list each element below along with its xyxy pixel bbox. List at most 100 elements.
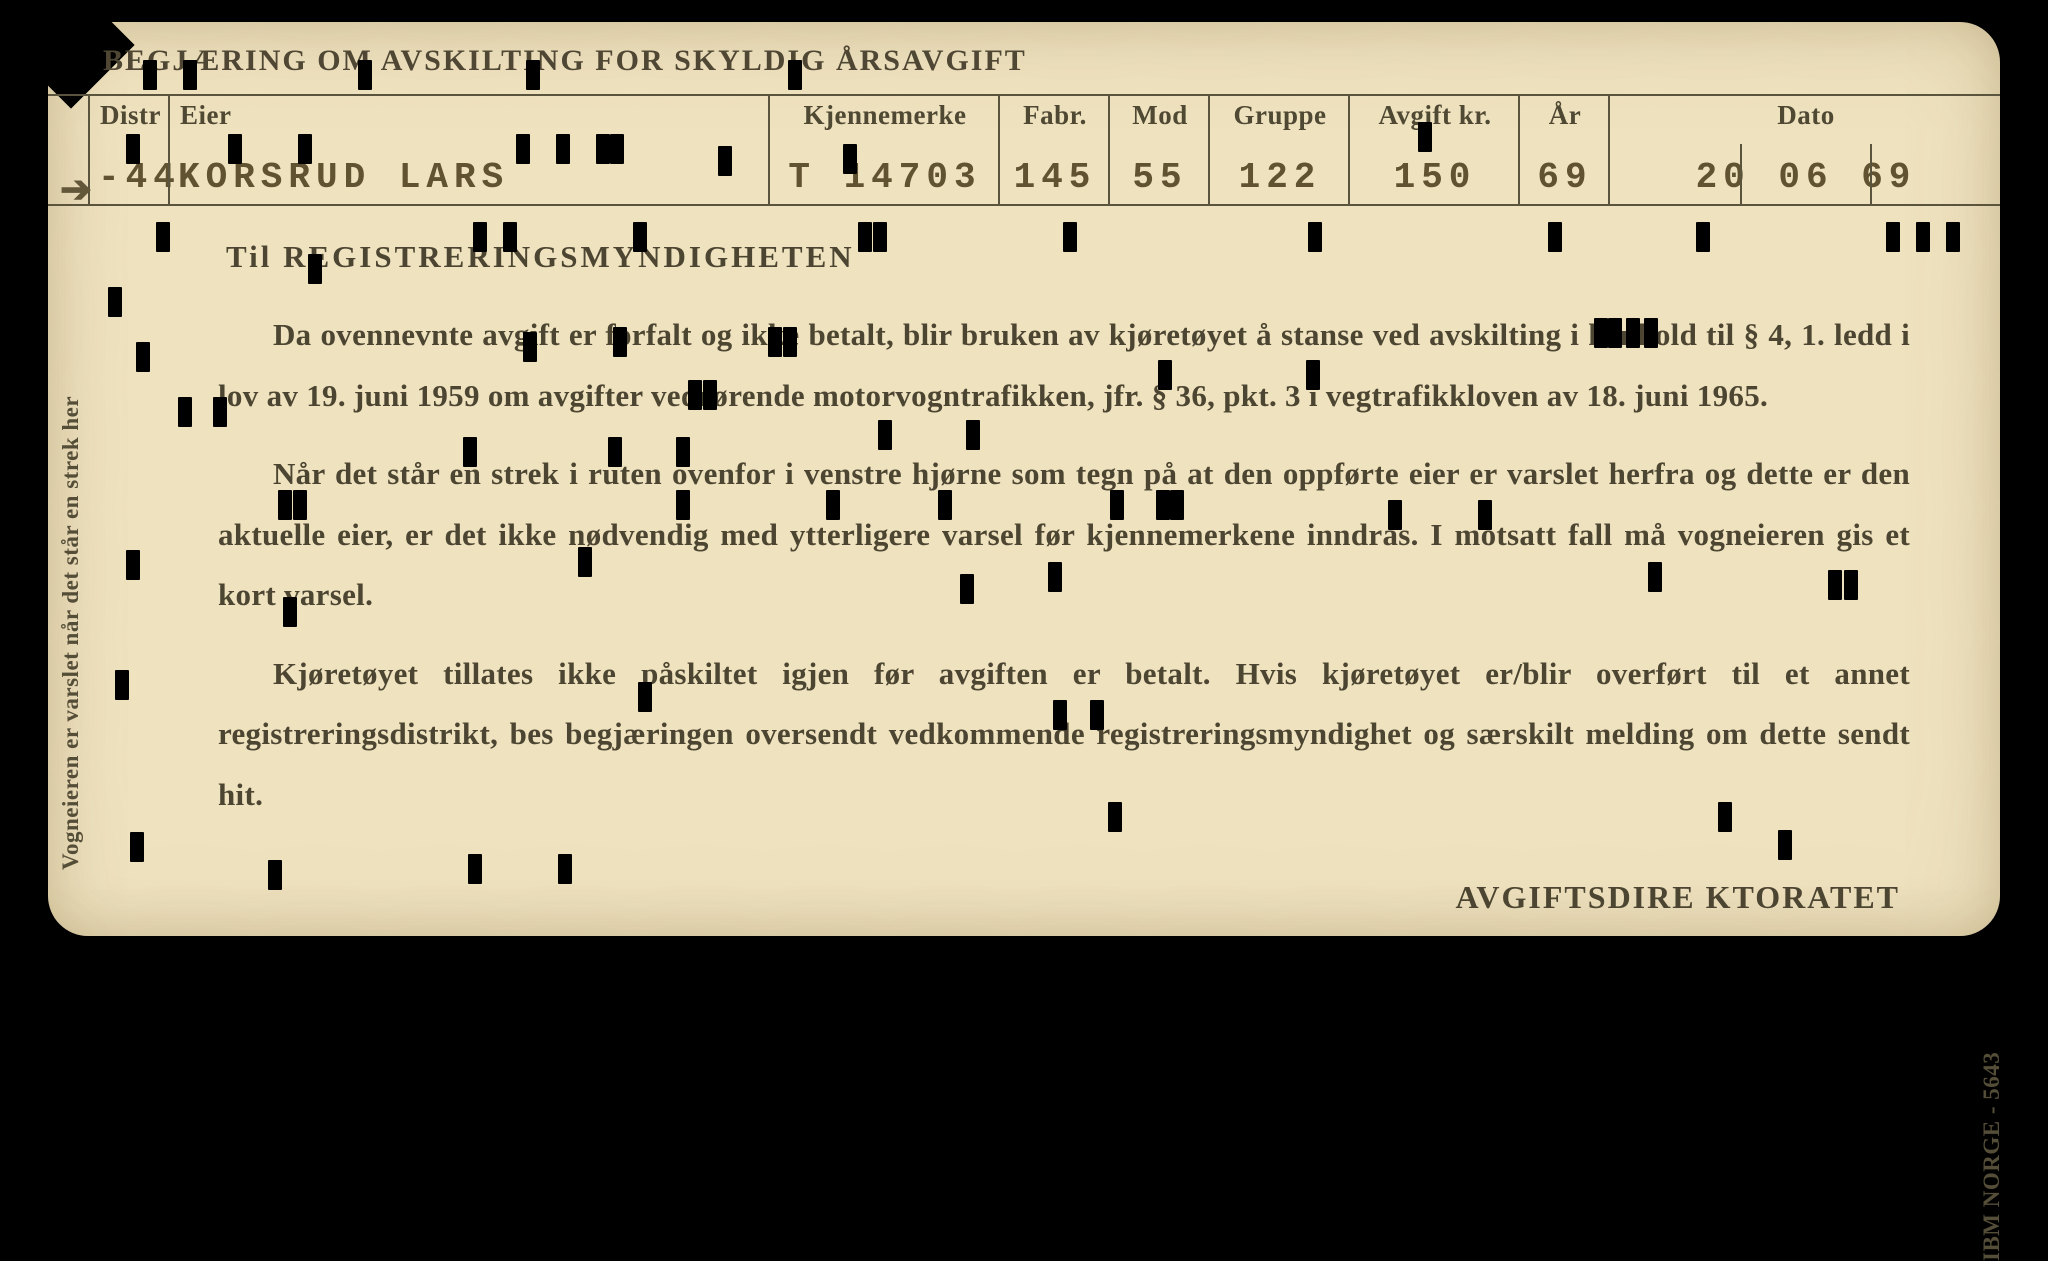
punch-hole — [526, 60, 540, 90]
header-col-dato: Dato20 06 69 — [1608, 94, 2002, 204]
punch-hole — [633, 222, 647, 252]
punch-hole — [1110, 490, 1124, 520]
header-label-gruppe: Gruppe — [1210, 100, 1350, 131]
punch-hole — [578, 547, 592, 577]
punch-hole — [1718, 802, 1732, 832]
header-label-avgift: Avgift kr. — [1350, 100, 1520, 131]
punch-hole — [1308, 222, 1322, 252]
punch-hole — [826, 490, 840, 520]
punch-hole — [1844, 570, 1858, 600]
header-col-gruppe: Gruppe 122 — [1208, 94, 1350, 204]
punch-hole — [783, 327, 797, 357]
punch-hole — [556, 134, 570, 164]
punch-hole — [688, 380, 702, 410]
punch-hole — [1648, 562, 1662, 592]
punch-hole — [1916, 222, 1930, 252]
left-side-note: Vogneieren er varslet når det står en st… — [58, 0, 84, 870]
punch-hole — [293, 490, 307, 520]
punch-hole — [558, 854, 572, 884]
punch-hole — [703, 380, 717, 410]
punch-hole — [768, 327, 782, 357]
punch-hole — [1418, 122, 1432, 152]
header-subdiv — [1870, 144, 1872, 204]
punch-hole — [278, 490, 292, 520]
header-label-aar: År — [1520, 100, 1610, 131]
punch-hole — [115, 670, 129, 700]
header-value-dato: 20 06 69 — [1610, 157, 2002, 198]
punch-hole — [1306, 360, 1320, 390]
header-value-kjenn: T 14703 — [770, 157, 1000, 198]
punch-hole — [228, 134, 242, 164]
body-paragraph-3: Kjøretøyet tillates ikke påskiltet igjen… — [218, 644, 1910, 825]
punch-hole — [610, 134, 624, 164]
punch-hole — [1048, 562, 1062, 592]
punch-hole — [1090, 700, 1104, 730]
punch-hole — [1696, 222, 1710, 252]
punch-hole — [268, 860, 282, 890]
punch-hole — [1644, 318, 1658, 348]
punch-hole — [1156, 490, 1170, 520]
punch-hole — [608, 437, 622, 467]
punch-hole — [596, 134, 610, 164]
header-value-gruppe: 122 — [1210, 157, 1350, 198]
header-subdiv — [1740, 144, 1742, 204]
punch-hole — [843, 144, 857, 174]
punch-hole — [718, 146, 732, 176]
header-label-distr: Distr — [90, 100, 170, 131]
punch-hole — [1388, 500, 1402, 530]
header-label-mod: Mod — [1110, 100, 1210, 131]
punch-hole — [960, 574, 974, 604]
punch-hole — [938, 490, 952, 520]
punch-hole — [1608, 318, 1622, 348]
header-label-fabr: Fabr. — [1000, 100, 1110, 131]
punch-hole — [178, 397, 192, 427]
punch-hole — [298, 134, 312, 164]
punch-hole — [283, 597, 297, 627]
header-bottom-rule — [48, 204, 2000, 206]
punch-hole — [126, 550, 140, 580]
header-value-aar: 69 — [1520, 157, 1610, 198]
punch-card: BEGJÆRING OM AVSKILTING FOR SKYLDIG ÅRSA… — [48, 22, 2000, 936]
punch-hole — [1108, 802, 1122, 832]
punch-hole — [676, 490, 690, 520]
punch-hole — [1063, 222, 1077, 252]
punch-hole — [1478, 500, 1492, 530]
punch-hole — [858, 222, 872, 252]
header-table: Distr-44EierKORSRUD LARSKjennemerkeT 147… — [48, 94, 2000, 204]
punch-hole — [463, 437, 477, 467]
punch-hole — [143, 60, 157, 90]
issuer-footer: AVGIFTSDIRE KTORATET — [1455, 879, 1900, 916]
punch-hole — [136, 342, 150, 372]
punch-hole — [468, 854, 482, 884]
punch-hole — [1158, 360, 1172, 390]
card-title: BEGJÆRING OM AVSKILTING FOR SKYLDIG ÅRSA… — [103, 44, 1027, 78]
punch-hole — [873, 222, 887, 252]
punch-hole — [1170, 490, 1184, 520]
punch-hole — [676, 437, 690, 467]
header-label-kjenn: Kjennemerke — [770, 100, 1000, 131]
punch-hole — [1886, 222, 1900, 252]
header-col-kjenn: Kjennemerke T 14703 — [768, 94, 1000, 204]
punch-hole — [358, 60, 372, 90]
header-col-fabr: Fabr. 145 — [998, 94, 1110, 204]
header-value-eier: KORSRUD LARS — [170, 157, 770, 198]
punch-hole — [126, 134, 140, 164]
punch-hole — [1548, 222, 1562, 252]
header-col-eier: Eier KORSRUD LARS — [168, 94, 770, 204]
body-paragraph-2: Når det står en strek i ruten ovenfor i … — [218, 444, 1910, 625]
punch-hole — [878, 420, 892, 450]
punch-hole — [966, 420, 980, 450]
punch-hole — [638, 682, 652, 712]
punch-hole — [516, 134, 530, 164]
header-col-mod: Mod55 — [1108, 94, 1210, 204]
punch-hole — [1626, 318, 1640, 348]
punch-hole — [213, 397, 227, 427]
punch-hole — [788, 60, 802, 90]
punch-hole — [183, 60, 197, 90]
header-value-fabr: 145 — [1000, 157, 1110, 198]
punch-hole — [1828, 570, 1842, 600]
punch-hole — [523, 332, 537, 362]
header-label-eier: Eier — [170, 100, 770, 131]
header-col-aar: År 69 — [1518, 94, 1610, 204]
punch-hole — [130, 832, 144, 862]
